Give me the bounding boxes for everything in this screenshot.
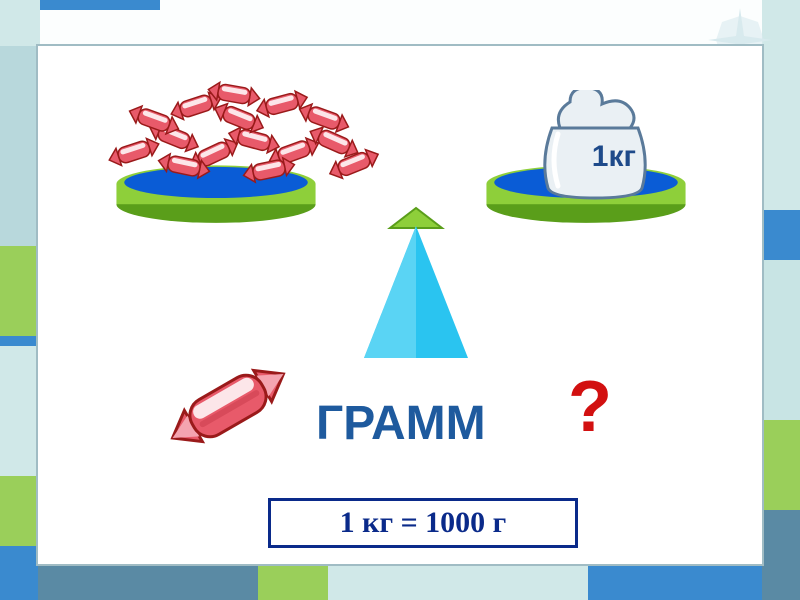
border-tile [762,260,800,420]
candy-icon [239,150,300,189]
formula-text: 1 кг = 1000 г [340,506,507,540]
candy-large-icon [158,366,298,446]
border-tile [328,566,588,600]
border-tile [762,210,800,260]
border-tile [0,346,38,476]
border-tile [38,566,258,600]
border-tile [0,336,38,346]
scale-fulcrum [356,202,476,362]
content-frame: 1кг ГРАММ ? 1 кг = 1000 г [36,44,764,566]
border-tile [0,246,38,336]
title-text: ГРАММ [316,396,486,451]
border-tile [40,0,160,10]
border-tile [588,566,762,600]
border-tile [762,510,800,600]
formula-box: 1 кг = 1000 г [268,498,578,548]
balance-scale: 1кг [86,96,726,376]
question-mark: ? [568,366,612,448]
border-tile [0,476,38,546]
border-tile [0,0,40,46]
border-tile [0,546,38,600]
weight-label: 1кг [592,140,636,174]
border-tile [762,420,800,510]
candies-pile [96,78,396,198]
border-tile [258,566,328,600]
border-tile [0,46,38,246]
